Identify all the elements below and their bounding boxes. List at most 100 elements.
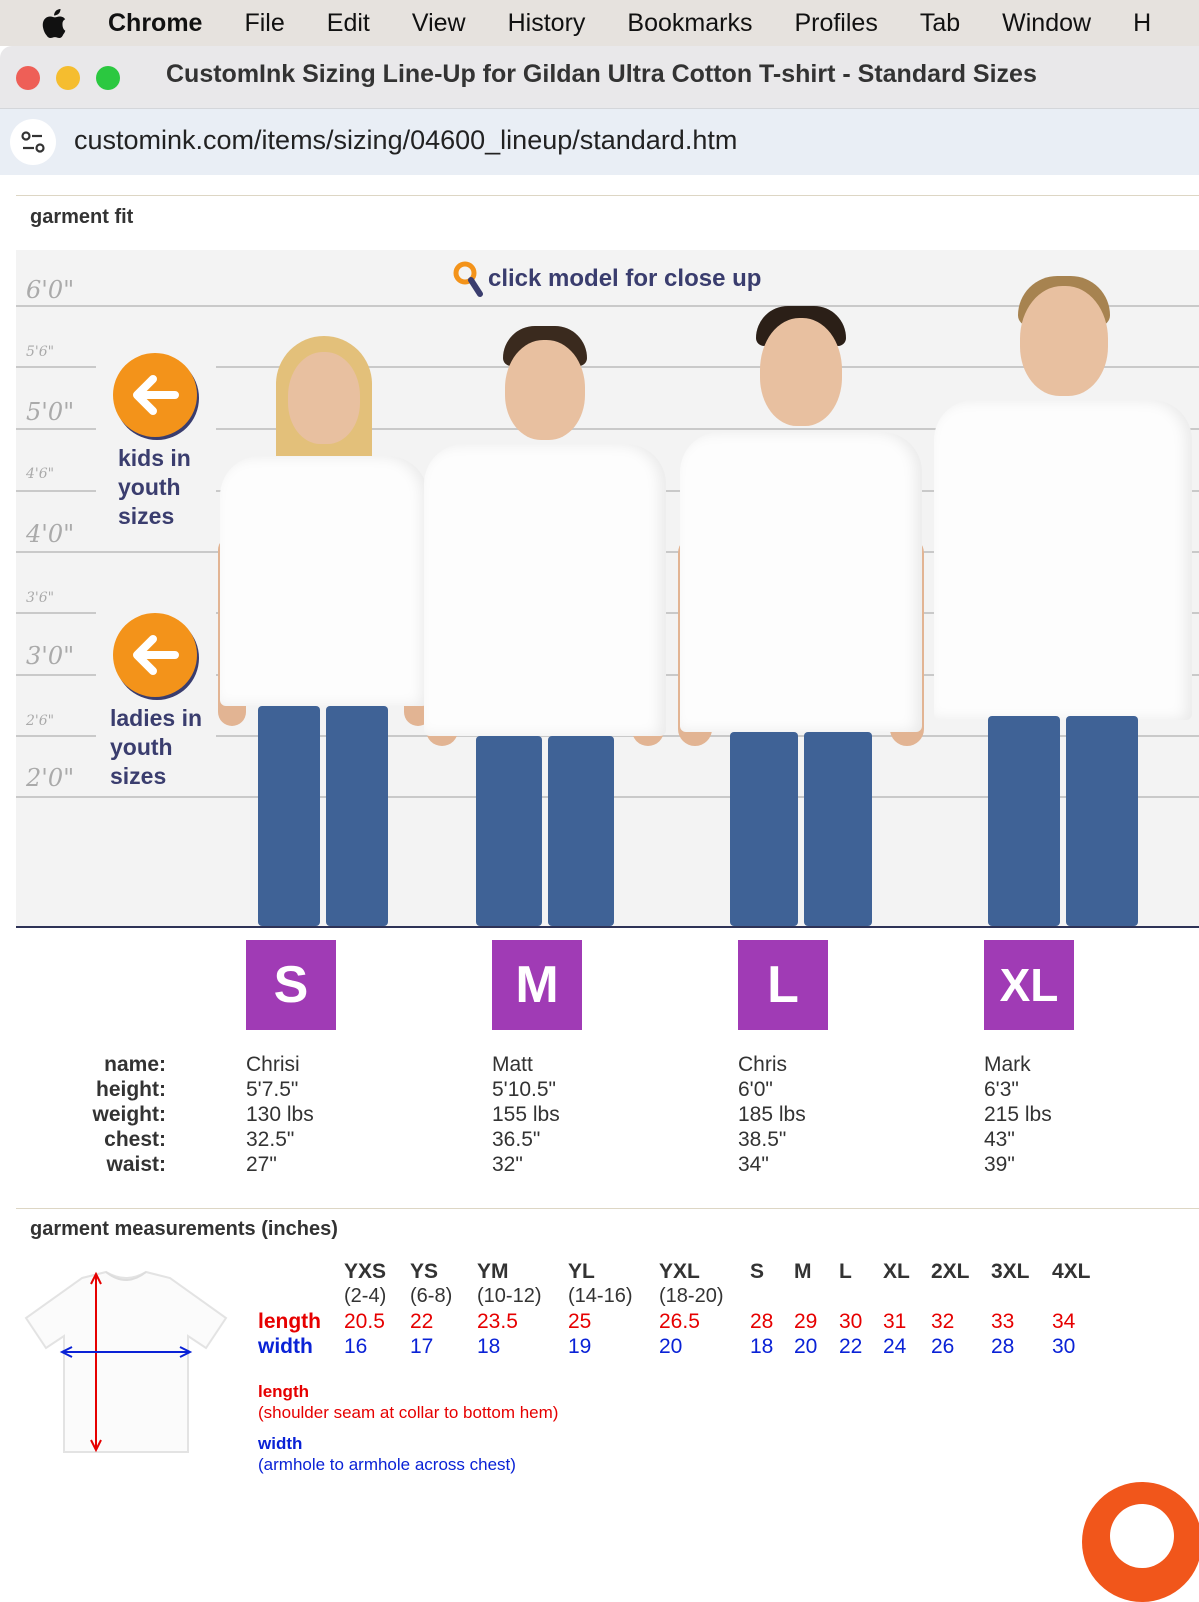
- model-weight: 130 lbs: [246, 1103, 314, 1126]
- size-badge-l: L: [738, 940, 828, 1030]
- model-weight: 185 lbs: [738, 1103, 806, 1126]
- menu-window[interactable]: Window: [1002, 8, 1092, 37]
- minimize-window-button[interactable]: [56, 66, 80, 90]
- window-title: CustomInk Sizing Line-Up for Gildan Ultr…: [166, 60, 1037, 88]
- model-photo-mark[interactable]: [932, 276, 1194, 926]
- model-jeans: [476, 736, 542, 926]
- kids-youth-line: sizes: [118, 503, 175, 529]
- model-photo-chrisi[interactable]: [214, 336, 434, 926]
- row-label-width: width: [258, 1335, 313, 1358]
- menu-edit[interactable]: Edit: [326, 8, 370, 37]
- window-titlebar: CustomInk Sizing Line-Up for Gildan Ultr…: [0, 46, 1199, 108]
- cell-length: 28: [750, 1310, 774, 1333]
- ladies-youth-link[interactable]: ladies in youth sizes: [110, 704, 202, 791]
- cell-width: 24: [883, 1335, 907, 1358]
- close-window-button[interactable]: [16, 66, 40, 90]
- apple-logo-icon[interactable]: [40, 8, 68, 38]
- menu-chrome[interactable]: Chrome: [108, 8, 203, 37]
- site-info-button[interactable]: [10, 119, 56, 165]
- section-divider: [16, 1208, 1199, 1209]
- menu-file[interactable]: File: [244, 8, 285, 37]
- ruler-line: [216, 366, 1199, 368]
- legend-width-title: width: [258, 1434, 302, 1454]
- ruler-label-6ft: 6'0": [26, 276, 75, 304]
- ruler-label-3ft6: 3'6": [26, 590, 55, 606]
- size-badge-m: M: [492, 940, 582, 1030]
- col-size: L: [839, 1260, 852, 1283]
- ruler-line: [216, 428, 1199, 430]
- tune-icon: [21, 131, 45, 153]
- model-height: 6'3": [984, 1078, 1019, 1101]
- model-info-labels: name: height: weight: chest: waist:: [40, 1052, 167, 1177]
- address-bar: customink.com/items/sizing/04600_lineup/…: [0, 108, 1199, 176]
- close-up-hint: click model for close up: [452, 260, 761, 298]
- ruler-label-2ft6: 2'6": [26, 713, 55, 729]
- cell-width: 20: [794, 1335, 818, 1358]
- cell-width: 16: [344, 1335, 368, 1358]
- ruler-label-3ft: 3'0": [26, 642, 75, 670]
- cell-length: 26.5: [659, 1310, 700, 1333]
- ruler-label-5ft6: 5'6": [26, 344, 55, 360]
- macos-menu-bar: Chrome File Edit View History Bookmarks …: [0, 0, 1199, 46]
- cell-length: 31: [883, 1310, 907, 1333]
- ruler-label-4ft6: 4'6": [26, 466, 55, 482]
- col-size: YM: [477, 1260, 509, 1283]
- cell-length: 29: [794, 1310, 818, 1333]
- kids-youth-arrow-button[interactable]: [113, 353, 197, 437]
- menu-view[interactable]: View: [411, 8, 466, 37]
- chat-help-button[interactable]: [1082, 1482, 1199, 1602]
- ladies-youth-arrow-button[interactable]: [113, 613, 197, 697]
- menu-tab[interactable]: Tab: [919, 8, 961, 37]
- legend-length-title-text: length: [258, 1382, 309, 1401]
- model-lineup-panel: 6'0" 5'6" 5'0" 4'6" 4'0" 3'6" 3'0" 2'6" …: [16, 250, 1199, 926]
- menu-profiles[interactable]: Profiles: [794, 8, 878, 37]
- magnifier-icon: [453, 261, 483, 297]
- model-info-matt: Matt 5'10.5" 155 lbs 36.5" 32": [492, 1052, 560, 1177]
- ladies-youth-line: ladies in: [110, 705, 203, 731]
- col-range: (6-8): [410, 1285, 453, 1307]
- model-face: [760, 318, 842, 426]
- model-height: 5'10.5": [492, 1078, 557, 1101]
- arrow-left-icon: [133, 635, 179, 675]
- menu-history[interactable]: History: [507, 8, 586, 37]
- url-field[interactable]: customink.com/items/sizing/04600_lineup/…: [74, 125, 738, 155]
- cell-length: 20.5: [344, 1310, 385, 1333]
- size-badge-xl: XL: [984, 940, 1074, 1030]
- col-size: YXL: [659, 1260, 700, 1283]
- col-range: (2-4): [344, 1285, 387, 1307]
- model-name: Chris: [738, 1053, 788, 1076]
- model-waist: 32": [492, 1153, 523, 1176]
- label-height: height:: [96, 1078, 166, 1101]
- ladies-youth-line: youth: [110, 734, 173, 760]
- kids-youth-link[interactable]: kids in youth sizes: [118, 444, 191, 531]
- model-jeans: [988, 716, 1060, 926]
- col-size: XL: [883, 1260, 910, 1283]
- menu-bookmarks[interactable]: Bookmarks: [627, 8, 753, 37]
- page-content: garment fit 6'0" 5'6" 5'0" 4'6" 4'0" 3'6…: [0, 175, 1199, 1602]
- model-waist: 27": [246, 1153, 277, 1176]
- garment-fit-heading: garment fit: [30, 206, 134, 228]
- model-tshirt: [680, 432, 922, 732]
- model-jeans: [804, 732, 872, 926]
- model-name: Chrisi: [246, 1053, 300, 1076]
- menu-help[interactable]: H: [1133, 8, 1152, 37]
- kids-youth-line: kids in: [118, 445, 191, 471]
- ruler-label-2ft: 2'0": [26, 764, 75, 792]
- model-face: [505, 340, 585, 440]
- model-info-chris: Chris 6'0" 185 lbs 38.5" 34": [738, 1052, 806, 1177]
- model-weight: 155 lbs: [492, 1103, 560, 1126]
- size-badge-s: S: [246, 940, 336, 1030]
- label-weight: weight:: [92, 1103, 167, 1126]
- cell-length: 30: [839, 1310, 863, 1333]
- cell-width: 28: [991, 1335, 1015, 1358]
- model-photo-chris[interactable]: [676, 306, 926, 926]
- model-photo-matt[interactable]: [420, 326, 670, 926]
- ruler-line: [16, 305, 1199, 307]
- model-chest: 38.5": [738, 1128, 787, 1151]
- tshirt-measurement-diagram: [24, 1270, 228, 1453]
- model-waist: 39": [984, 1153, 1015, 1176]
- model-height: 5'7.5": [246, 1078, 299, 1101]
- cell-width: 18: [477, 1335, 501, 1358]
- zoom-window-button[interactable]: [96, 66, 120, 90]
- model-tshirt: [424, 444, 666, 736]
